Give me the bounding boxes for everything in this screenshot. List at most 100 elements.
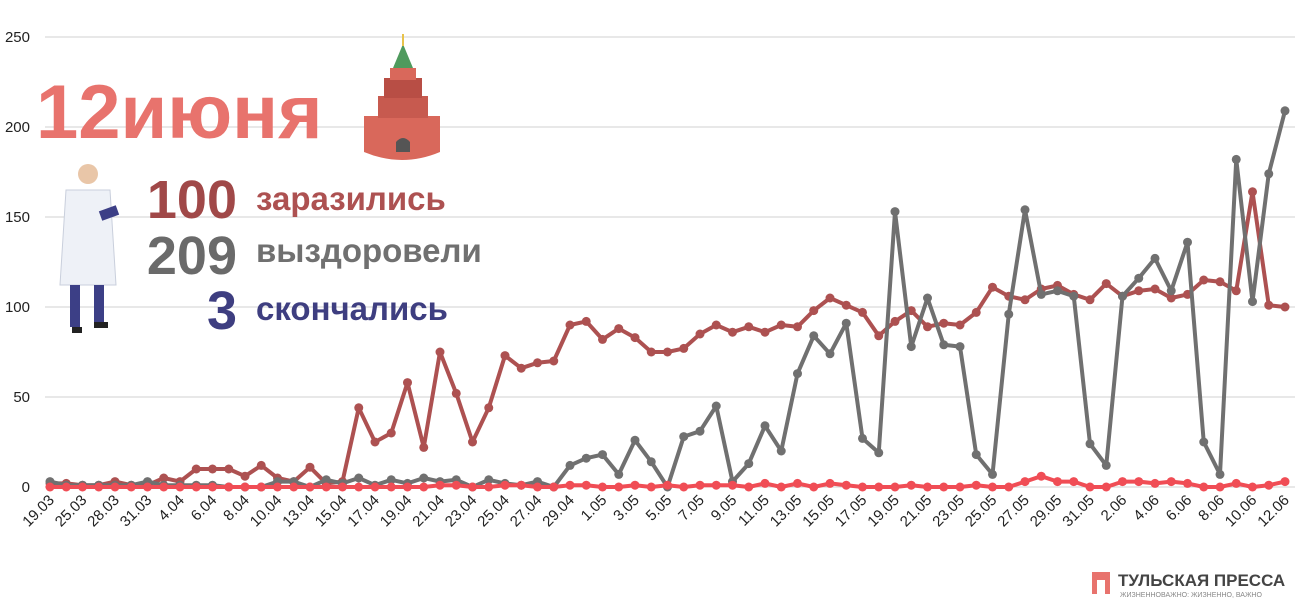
data-point <box>923 482 932 492</box>
data-point <box>240 482 250 492</box>
data-point <box>744 459 754 469</box>
data-point <box>1020 295 1030 305</box>
data-point <box>1199 437 1209 447</box>
data-point <box>289 482 299 492</box>
data-point <box>809 306 819 316</box>
x-tick-label: 6.04 <box>188 492 221 525</box>
data-point <box>208 464 217 474</box>
data-point <box>305 482 315 492</box>
x-tick-label: 19.05 <box>864 492 903 531</box>
data-point <box>906 480 916 490</box>
data-point <box>1199 275 1209 285</box>
x-tick-label: 28.03 <box>84 492 123 531</box>
data-point <box>825 293 835 303</box>
data-point <box>533 482 542 492</box>
data-point <box>663 347 672 357</box>
x-tick-label: 19.04 <box>377 492 416 531</box>
data-point <box>955 320 965 330</box>
data-point <box>679 432 689 442</box>
data-point <box>923 293 932 303</box>
data-point <box>1150 284 1160 294</box>
data-point <box>581 480 591 490</box>
data-point <box>858 307 867 317</box>
data-point <box>581 316 591 326</box>
doctor-icon <box>59 164 120 333</box>
data-point <box>1248 482 1257 492</box>
data-point <box>1215 469 1225 479</box>
data-point <box>1118 291 1127 301</box>
data-point <box>1248 187 1257 197</box>
data-point <box>971 307 981 317</box>
data-point <box>581 453 591 463</box>
data-point <box>1069 477 1079 487</box>
data-point <box>565 320 575 330</box>
data-point <box>874 331 884 341</box>
data-point <box>614 469 624 479</box>
logo-name: ТУЛЬСКАЯ ПРЕССА <box>1118 571 1285 590</box>
data-point <box>435 347 445 357</box>
data-point <box>874 482 884 492</box>
data-point <box>988 482 997 492</box>
data-point <box>516 480 526 490</box>
data-point <box>1280 106 1290 116</box>
data-point <box>78 482 87 492</box>
data-point <box>776 446 786 456</box>
data-point <box>1004 309 1014 319</box>
data-point <box>971 480 981 490</box>
data-point <box>386 482 396 492</box>
data-point <box>598 334 607 344</box>
x-tick-label: 17.05 <box>832 492 871 531</box>
data-point <box>646 347 656 357</box>
data-point <box>565 460 575 470</box>
data-point <box>321 475 331 485</box>
x-tick-label: 21.05 <box>897 492 936 531</box>
x-tick-label: 31.03 <box>117 492 156 531</box>
data-point <box>711 320 721 330</box>
data-point <box>61 482 71 492</box>
x-tick-label: 29.05 <box>1027 492 1066 531</box>
data-point <box>858 482 867 492</box>
data-point <box>354 482 364 492</box>
data-point <box>110 482 120 492</box>
x-tick-label: 21.04 <box>409 492 448 531</box>
data-point <box>1215 277 1225 287</box>
data-point <box>1134 286 1144 296</box>
y-tick-label: 100 <box>5 299 30 316</box>
x-tick-label: 25.03 <box>52 492 91 531</box>
y-tick-label: 200 <box>5 119 30 136</box>
data-point <box>630 333 640 343</box>
x-tick-label: 19.03 <box>19 492 58 531</box>
data-point <box>484 403 494 413</box>
data-point <box>598 450 607 460</box>
data-point <box>988 282 997 292</box>
data-point <box>1166 477 1176 487</box>
x-tick-label: 3.05 <box>610 492 643 525</box>
data-point <box>1134 477 1144 487</box>
x-tick-label: 23.05 <box>929 492 968 531</box>
data-point <box>549 482 559 492</box>
data-point <box>858 433 867 443</box>
data-point <box>1085 439 1095 449</box>
data-point <box>1231 286 1241 296</box>
logo-tagline: ЖИЗНЕННОВАЖНО: ЖИЗНЕННО, ВАЖНО <box>1120 592 1262 599</box>
data-point <box>695 426 705 436</box>
data-point <box>338 482 347 492</box>
data-point <box>1264 300 1274 310</box>
data-point <box>208 482 217 492</box>
data-point <box>159 482 169 492</box>
data-point <box>630 435 640 445</box>
tower-icon <box>364 34 440 160</box>
data-point <box>1004 482 1014 492</box>
data-point <box>370 482 380 492</box>
data-point <box>1036 471 1046 481</box>
data-point <box>890 482 900 492</box>
data-point <box>939 318 949 328</box>
x-tick-label: 10.04 <box>247 492 286 531</box>
data-point <box>1069 291 1079 301</box>
x-tick-label: 15.05 <box>799 492 838 531</box>
data-point <box>451 480 461 490</box>
data-point <box>256 460 266 470</box>
data-point <box>451 388 461 398</box>
data-point <box>760 421 770 431</box>
data-point <box>711 401 721 411</box>
